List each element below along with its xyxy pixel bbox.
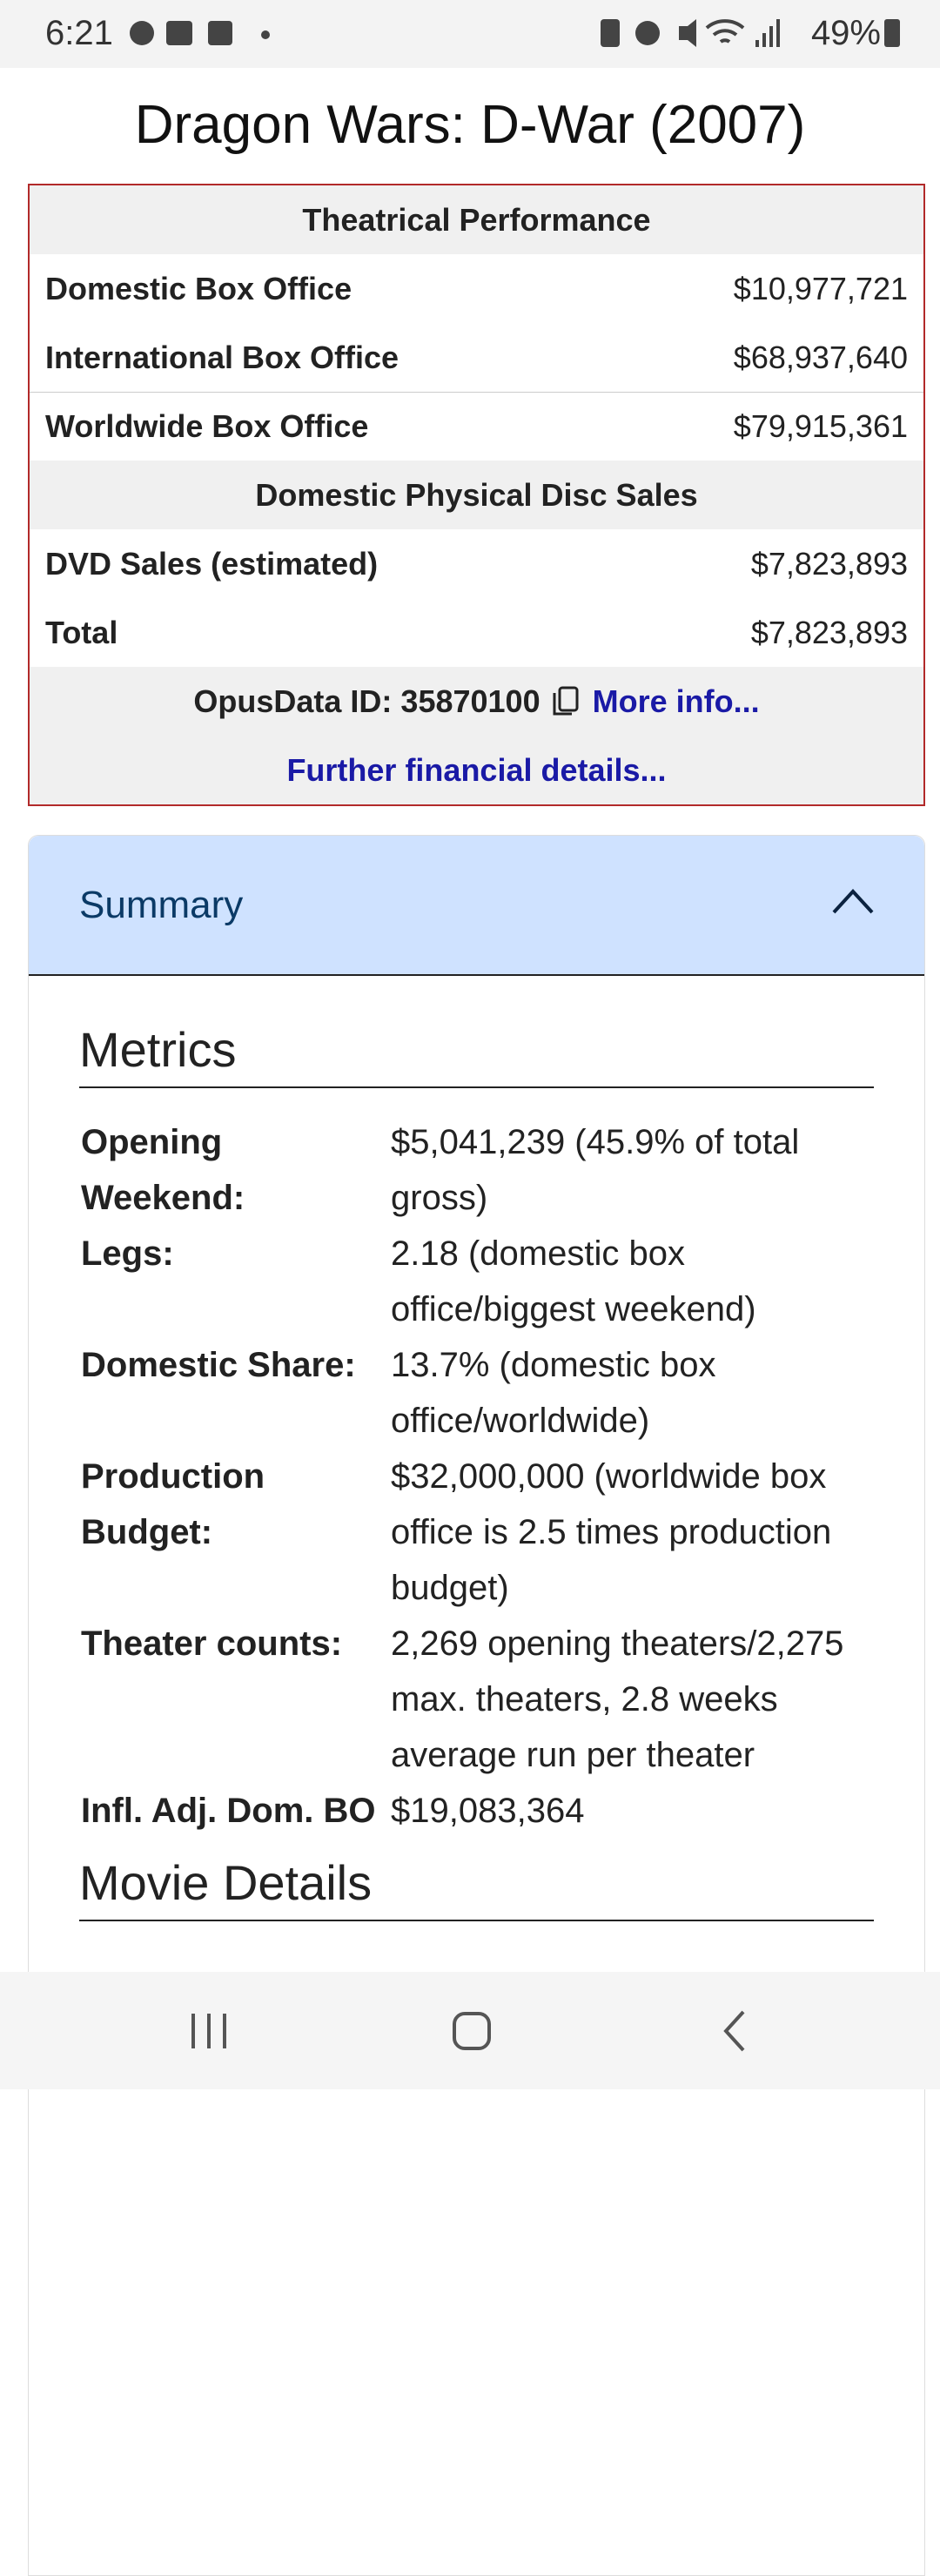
opus-row: OpusData ID: 35870100 More info... — [30, 667, 923, 736]
clock: 6:21 — [45, 14, 113, 52]
table-row: Total $7,823,893 — [30, 598, 923, 667]
row-label: International Box Office — [45, 339, 400, 375]
summary-heading: Summary — [79, 883, 244, 926]
metric-row: Legs: 2.18 (domestic box office/biggest w… — [79, 1226, 874, 1337]
metric-row: Production Budget: $32,000,000 (worldwide… — [79, 1449, 874, 1616]
row-value: $79,915,361 — [733, 408, 908, 444]
page-title: Dragon Wars: D-War (2007) — [134, 95, 806, 155]
metric-value: 2,269 opening theaters/2,275 max. theate… — [391, 1624, 844, 1774]
metrics-list: Opening Weekend: $5,041,239 (45.9% of tot… — [79, 1088, 874, 1839]
row-value: $7,823,893 — [750, 545, 908, 582]
status-bar: 6:21 49% — [0, 0, 940, 68]
metric-label: Theater counts: — [81, 1624, 343, 1663]
metric-value: $19,083,364 — [391, 1792, 585, 1830]
metrics-heading: Metrics — [79, 976, 874, 1088]
metric-row: Infl. Adj. Dom. BO $19,083,364 — [79, 1783, 874, 1839]
table-row: DVD Sales (estimated) $7,823,893 — [30, 529, 923, 598]
row-label: DVD Sales (estimated) — [45, 545, 379, 582]
table-row: Worldwide Box Office $79,915,361 — [30, 392, 923, 461]
metric-value: 13.7% (domestic box office/worldwide) — [391, 1346, 716, 1440]
metric-row: Opening Weekend: $5,041,239 (45.9% of tot… — [79, 1114, 874, 1226]
collapse-chevron[interactable] — [832, 888, 874, 914]
row-value: $10,977,721 — [733, 270, 908, 306]
metric-value: $5,041,239 (45.9% of total gross) — [391, 1123, 800, 1217]
section-heading: Domestic Physical Disc Sales — [30, 461, 923, 529]
summary-header[interactable]: Summary — [29, 836, 924, 976]
row-label: Worldwide Box Office — [45, 408, 369, 444]
metric-value: $32,000,000 (worldwide box office is 2.5… — [391, 1457, 832, 1607]
further-row: Further financial details... — [30, 736, 923, 804]
row-value: $7,823,893 — [750, 614, 908, 650]
section-heading: Theatrical Performance — [30, 185, 923, 254]
battery-icon — [884, 19, 900, 47]
metric-label: Production Budget: — [81, 1457, 265, 1551]
home-button[interactable] — [453, 2012, 491, 2050]
metric-label: Opening Weekend: — [81, 1123, 245, 1217]
navigation-bar — [0, 1972, 940, 2089]
metric-label: Infl. Adj. Dom. BO — [81, 1792, 376, 1830]
opus-id: OpusData ID: 35870100 — [193, 683, 540, 719]
row-label: Domestic Box Office — [45, 270, 352, 306]
system-icons — [601, 19, 780, 47]
more-info-link[interactable]: More info... — [592, 683, 760, 719]
row-value: $68,937,640 — [733, 339, 908, 375]
metrics-section: Metrics Opening Weekend: $5,041,239 (45.9… — [29, 976, 924, 1921]
notification-icons — [130, 21, 270, 45]
battery-level: 49% — [810, 14, 881, 52]
metric-label: Domestic Share: — [81, 1346, 356, 1384]
performance-table: Theatrical Performance Domestic Box Offic… — [28, 184, 925, 806]
recents-button[interactable] — [191, 2014, 226, 2048]
metric-value: 2.18 (domestic box office/biggest weeken… — [391, 1234, 756, 1328]
copy-icon[interactable] — [540, 684, 593, 719]
metric-row: Theater counts: 2,269 opening theaters/2,… — [79, 1616, 874, 1783]
table-row: International Box Office $68,937,640 — [30, 323, 923, 392]
back-button[interactable] — [723, 2010, 745, 2052]
further-details-link[interactable]: Further financial details... — [286, 751, 667, 788]
summary-accordion: Summary Metrics Opening Weekend: $5,041,2… — [28, 835, 925, 2576]
metric-row: Domestic Share: 13.7% (domestic box offic… — [79, 1337, 874, 1449]
table-row: Domestic Box Office $10,977,721 — [30, 254, 923, 323]
row-label: Total — [45, 614, 118, 650]
metric-label: Legs: — [81, 1234, 174, 1273]
movie-details-heading: Movie Details — [79, 1839, 874, 1921]
nav-buttons — [191, 2010, 745, 2052]
